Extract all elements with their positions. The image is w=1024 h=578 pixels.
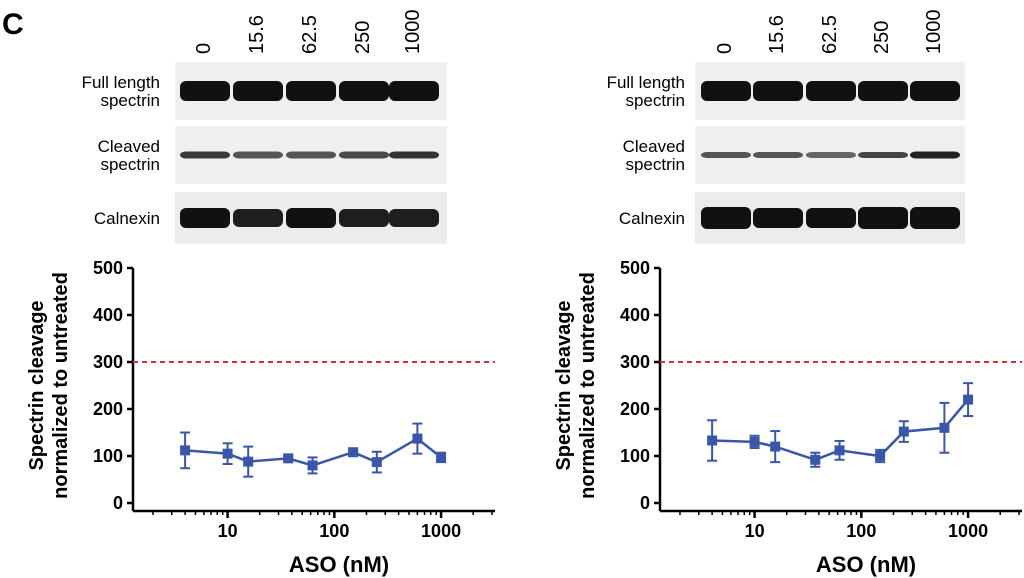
lane-concentration-label: 250 bbox=[871, 21, 893, 54]
data-point bbox=[749, 436, 760, 447]
data-point bbox=[898, 426, 909, 437]
data-point bbox=[243, 456, 254, 467]
blot-band bbox=[701, 207, 751, 229]
blot-row-label: Calnexin bbox=[619, 209, 685, 228]
y-tick-label: 300 bbox=[93, 352, 123, 372]
x-tick-label: 1000 bbox=[948, 521, 988, 541]
y-tick-label: 100 bbox=[93, 446, 123, 466]
lane-concentration-label: 62.5 bbox=[819, 15, 841, 54]
y-tick-label: 500 bbox=[620, 258, 650, 278]
blot-band bbox=[180, 208, 230, 228]
blot-band bbox=[180, 151, 230, 159]
data-point bbox=[412, 433, 423, 444]
x-tick-label: 1000 bbox=[421, 521, 461, 541]
data-point bbox=[939, 422, 950, 433]
blot-band bbox=[858, 207, 908, 229]
data-point bbox=[810, 454, 821, 465]
data-point bbox=[222, 448, 233, 459]
data-point bbox=[307, 460, 318, 471]
blot-band bbox=[389, 209, 439, 227]
y-tick-label: 400 bbox=[620, 305, 650, 325]
lane-concentration-label: 0 bbox=[714, 43, 736, 54]
blot-band bbox=[180, 81, 230, 101]
blot-band bbox=[701, 81, 751, 101]
data-point bbox=[283, 453, 294, 464]
y-tick-label: 100 bbox=[620, 446, 650, 466]
blot-band bbox=[389, 151, 439, 159]
blot-row-label: Calnexin bbox=[94, 209, 160, 228]
blot-band bbox=[339, 151, 389, 159]
blot-band bbox=[233, 151, 283, 159]
blot-band bbox=[858, 81, 908, 101]
blot-band bbox=[753, 208, 803, 228]
data-point bbox=[180, 445, 191, 456]
blot-band bbox=[806, 152, 856, 158]
blot-band bbox=[910, 81, 960, 101]
x-axis-label: ASO (nM) bbox=[289, 552, 389, 577]
blot-band bbox=[339, 209, 389, 227]
y-axis-label: Spectrin cleavage bbox=[553, 300, 575, 470]
blot-row-label: Cleaved bbox=[98, 137, 160, 156]
blot-row-label: spectrin bbox=[625, 91, 685, 110]
lane-concentration-label: 1000 bbox=[923, 10, 945, 55]
blot-band bbox=[286, 208, 336, 228]
blot-row-label: spectrin bbox=[100, 155, 160, 174]
blot-band bbox=[910, 151, 960, 159]
blot-band bbox=[806, 81, 856, 101]
y-tick-label: 200 bbox=[93, 399, 123, 419]
y-tick-label: 400 bbox=[93, 305, 123, 325]
y-tick-label: 0 bbox=[113, 493, 123, 513]
lane-concentration-label: 15.6 bbox=[766, 15, 788, 54]
blot-band bbox=[753, 152, 803, 158]
y-axis-label: normalized to untreated bbox=[50, 272, 72, 499]
y-axis-label: normalized to untreated bbox=[577, 272, 599, 499]
data-point bbox=[371, 457, 382, 468]
y-tick-label: 0 bbox=[640, 493, 650, 513]
chart-left: 0 100 200 300 400 500 10 100 1000 Spectrin cleava… bbox=[26, 258, 495, 577]
lane-concentration-label: 1000 bbox=[402, 10, 424, 55]
y-tick-label: 300 bbox=[620, 352, 650, 372]
blot-row-label: spectrin bbox=[625, 155, 685, 174]
data-point bbox=[707, 435, 718, 446]
data-point bbox=[963, 394, 974, 405]
blot-row-label: spectrin bbox=[100, 91, 160, 110]
blot-band bbox=[753, 81, 803, 101]
blot-row-label: Full length bbox=[82, 73, 160, 92]
blot-band bbox=[233, 81, 283, 101]
blot-row-label: Full length bbox=[607, 73, 685, 92]
blot-band bbox=[806, 208, 856, 228]
y-tick-label: 500 bbox=[93, 258, 123, 278]
blot-band bbox=[910, 207, 960, 229]
blot-band bbox=[233, 209, 283, 227]
blot-row-label: Cleaved bbox=[623, 137, 685, 156]
x-tick-label: 100 bbox=[846, 521, 876, 541]
lane-concentration-label: 250 bbox=[352, 21, 374, 54]
lane-concentration-label: 62.5 bbox=[299, 15, 321, 54]
blot-band bbox=[389, 81, 439, 101]
data-point bbox=[348, 447, 359, 458]
data-point bbox=[834, 445, 845, 456]
lane-concentration-label: 15.6 bbox=[246, 15, 268, 54]
y-axis-label: Spectrin cleavage bbox=[26, 300, 48, 470]
y-tick-label: 200 bbox=[620, 399, 650, 419]
blot-band bbox=[858, 152, 908, 158]
panel-letter: C bbox=[2, 8, 24, 41]
x-tick-label: 10 bbox=[218, 521, 238, 541]
chart-right: 0 100 200 300 400 500 10 100 1000 Spectrin cleava… bbox=[553, 258, 1022, 577]
data-point bbox=[770, 441, 781, 452]
x-axis-label: ASO (nM) bbox=[816, 552, 916, 577]
x-tick-label: 100 bbox=[319, 521, 349, 541]
x-tick-label: 10 bbox=[745, 521, 765, 541]
data-point bbox=[875, 451, 886, 461]
data-point bbox=[436, 452, 447, 463]
lane-concentration-label: 0 bbox=[193, 43, 215, 54]
blot-band bbox=[286, 151, 336, 159]
blot-band bbox=[339, 81, 389, 101]
blot-band bbox=[701, 152, 751, 158]
blot-band bbox=[286, 81, 336, 101]
